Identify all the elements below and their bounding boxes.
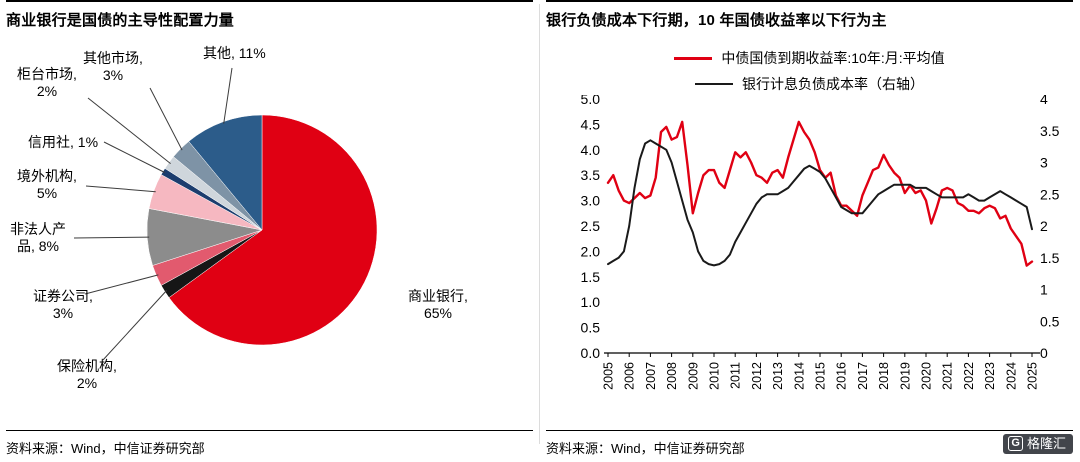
right-source-text: 资料来源：Wind，中信证券研究部 — [546, 441, 745, 456]
x-axis-tick-label: 2019 — [898, 362, 912, 390]
series-line-0 — [606, 120, 1034, 267]
right-axis-tick-label: 3 — [1040, 155, 1048, 171]
chart-legend: 中债国债到期收益率:10年:月:平均值 银行计息负债成本率（右轴） — [540, 48, 1079, 94]
pie-label-insurance: 保险机构, 2% — [57, 358, 117, 391]
x-axis-tick-label: 2022 — [962, 362, 976, 390]
pie-chart: 其他, 11% 其他市场, 3% 柜台市场, 2% 信用社, 1% 境外机构, … — [0, 28, 539, 420]
pie-slice-0 — [168, 114, 378, 346]
x-axis-tick-label: 2008 — [665, 362, 679, 390]
left-panel: 商业银行是国债的主导性配置力量 其他, 11% 其他市场, 3% 柜台市场, 2… — [0, 0, 539, 462]
legend-label-bond-yield: 中债国债到期收益率:10年:月:平均值 — [721, 50, 945, 66]
right-axis-tick-label: 2 — [1040, 218, 1048, 234]
right-axis-tick-label: 4 — [1040, 95, 1048, 107]
right-panel-title: 银行负债成本下行期，10 年国债收益率以下行为主 — [546, 0, 1073, 30]
legend-item-bond-yield: 中债国债到期收益率:10年:月:平均值 — [674, 48, 945, 68]
left-axis-tick-label: 3.5 — [581, 167, 601, 183]
x-axis-tick-label: 2007 — [644, 362, 658, 390]
right-axis-tick-label: 3.5 — [1040, 123, 1060, 139]
pie-leader-line — [73, 236, 150, 239]
pie-label-securities: 证券公司, 3% — [33, 288, 93, 321]
x-axis-tick-label: 2009 — [686, 362, 700, 390]
gelonghui-logo-text: 格隆汇 — [1026, 436, 1066, 451]
x-axis-tick-label: 2005 — [602, 362, 616, 390]
x-axis-tick-label: 2015 — [814, 362, 828, 390]
left-axis-tick-label: 4.0 — [581, 142, 601, 158]
right-axis-tick-label: 1 — [1040, 282, 1048, 298]
right-axis-tick-label: 0.5 — [1040, 313, 1060, 329]
pie-leader-line — [102, 290, 167, 361]
x-axis-tick-label: 2021 — [941, 362, 955, 390]
line-chart: 5.0 4.5 4.0 3.5 3.0 2.5 2.0 1.5 1.0 0.5 0.0 4 3.5 3 2.… — [540, 91, 1079, 425]
x-axis-tick-label: 2023 — [983, 362, 997, 390]
x-axis-tick-label: 2012 — [750, 362, 764, 390]
right-source: 资料来源：Wind，中信证券研究部 G 格隆汇 — [546, 430, 1073, 457]
legend-label-liability-cost: 银行计息负债成本率（右轴） — [742, 76, 924, 92]
pie-label-other-markets: 其他市场, 3% — [83, 50, 143, 83]
line-chart-svg: 5.0 4.5 4.0 3.5 3.0 2.5 2.0 1.5 1.0 0.5 0.0 4 3.5 3 2.… — [581, 91, 1060, 390]
x-axis-tick-label: 2020 — [920, 362, 934, 390]
x-axis-tick-label: 2013 — [771, 362, 785, 390]
left-axis-tick-label: 2.5 — [581, 218, 601, 234]
pie-leader-line — [223, 67, 233, 124]
legend-item-liability-cost: 银行计息负债成本率（右轴） — [695, 74, 924, 94]
left-axis-tick-label: 1.0 — [581, 294, 601, 310]
x-axis-tick-label: 2018 — [877, 362, 891, 390]
left-source-text: 资料来源：Wind，中信证券研究部 — [6, 441, 205, 456]
pie-label-commercial-banks: 商业银行, 65% — [408, 288, 468, 321]
right-axis-tick-label: 2.5 — [1040, 186, 1060, 202]
pie-leader-line — [87, 97, 171, 164]
gelonghui-logo: G 格隆汇 — [1003, 434, 1073, 454]
left-axis-tick-label: 0.0 — [581, 345, 601, 361]
x-axis-tick-label: 2025 — [1026, 362, 1040, 390]
left-axis-tick-label: 1.5 — [581, 269, 601, 285]
x-axis-tick-label: 2016 — [835, 362, 849, 390]
left-axis-tick-label: 3.0 — [581, 193, 601, 209]
legend-red-line-sample — [674, 56, 713, 60]
panel-divider — [539, 4, 540, 444]
x-axis-tick-label: 2017 — [856, 362, 870, 390]
left-axis-tick-label: 0.5 — [581, 320, 601, 336]
pie-leader-line — [85, 185, 156, 193]
pie-label-other: 其他, 11% — [203, 45, 266, 61]
x-axis-tick-label: 2006 — [623, 362, 637, 390]
pie-leader-line — [149, 87, 183, 151]
pie-slice-8 — [188, 114, 263, 231]
x-axis-tick-label: 2011 — [729, 362, 743, 389]
left-axis-tick-label: 4.5 — [581, 116, 601, 132]
right-panel: 银行负债成本下行期，10 年国债收益率以下行为主 中债国债到期收益率:10年:月… — [540, 0, 1079, 462]
x-axis-tick-label: 2024 — [1004, 362, 1018, 390]
right-axis-tick-label: 1.5 — [1040, 250, 1060, 266]
pie-chart-svg — [73, 67, 378, 361]
left-axis-tick-label: 2.0 — [581, 243, 601, 259]
pie-label-non-legal-person-products: 非法人产品, 8% — [10, 221, 66, 254]
legend-black-line-sample — [695, 83, 733, 85]
x-axis-tick-label: 2010 — [708, 362, 722, 390]
series-line-1 — [607, 139, 1033, 267]
left-panel-title: 商业银行是国债的主导性配置力量 — [6, 0, 533, 30]
right-axis-tick-label: 0 — [1040, 345, 1048, 361]
pie-label-overseas: 境外机构, 5% — [17, 168, 77, 201]
x-axis-tick-label: 2014 — [792, 362, 806, 390]
left-axis-tick-label: 5.0 — [581, 95, 601, 107]
gelonghui-logo-icon: G — [1008, 436, 1023, 451]
pie-label-credit-union: 信用社, 1% — [28, 134, 99, 150]
left-source: 资料来源：Wind，中信证券研究部 — [6, 430, 533, 457]
pie-label-otc-market: 柜台市场, 2% — [17, 66, 77, 99]
pie-leader-line — [103, 141, 165, 173]
pie-leader-line — [84, 274, 159, 295]
